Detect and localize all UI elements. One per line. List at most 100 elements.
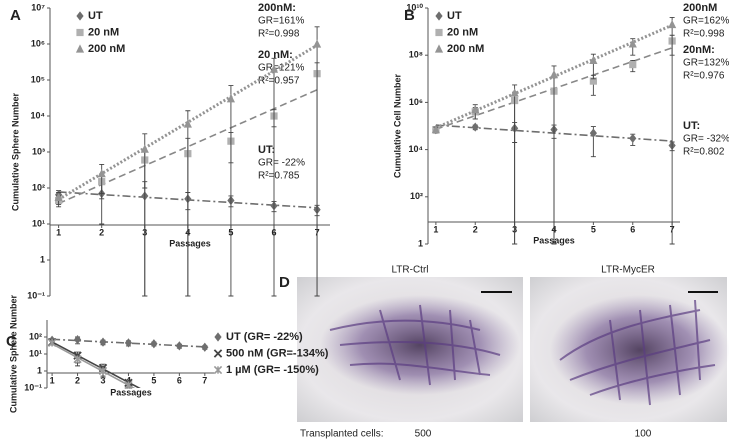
annotation: 200nM [683,2,717,14]
y-tick-label: 10² [410,191,423,201]
panel-d: D LTR-Ctrl LTR-MycER Transplanted cells:… [279,265,729,440]
legend-marker [214,332,222,342]
x-tick-label: 1 [50,375,55,385]
y-tick-label: 10² [29,331,42,341]
x-axis-title: Passages [169,238,211,248]
x-tick-label: 3 [100,375,105,385]
marker [269,64,279,73]
annotation: R²=0.998 [258,29,300,40]
x-tick-label: 2 [473,224,478,234]
x-axis-title: Passages [110,387,152,397]
annotation: GR= -22% [258,158,305,169]
legend-label: UT [88,10,103,22]
y-tick-label: 10⁻¹ [27,290,45,300]
marker [589,77,597,85]
legend-label: 500 nM (GR=-134%) [226,347,329,359]
x-tick-label: 5 [591,224,596,234]
marker [175,341,183,351]
error-bar [512,84,518,245]
cell-count: 100 [635,429,652,440]
panel-letter: B [404,7,415,24]
error-bar [228,85,234,297]
marker [124,338,133,348]
marker [471,122,479,132]
y-axis-title: Cumulative Cell Number [392,73,402,178]
marker [124,380,133,390]
caption: Transplanted cells: [300,429,384,440]
legend-label: UT [447,10,462,22]
x-tick-label: 6 [177,375,182,385]
y-tick-label: 10⁴ [31,110,45,120]
y-tick-label: 10⁻¹ [24,382,42,392]
annotation: 20nM: [683,44,715,56]
x-tick-label: 1 [433,224,438,234]
legend-label: 20 nM [447,26,478,38]
y-tick-label: 10⁶ [409,97,423,107]
annotation: GR= -32% [683,134,729,145]
error-bar [185,110,191,297]
marker [73,335,82,345]
annotation: R²=0.802 [683,147,725,158]
legend-marker [76,11,84,21]
legend-label: 20 nM [88,26,119,38]
marker [150,339,158,349]
y-tick-label: 10¹ [32,218,45,228]
marker [54,192,63,201]
annotation: UT: [258,144,275,156]
marker [99,337,107,347]
marker [549,70,559,79]
x-tick-label: 2 [75,375,80,385]
error-bar [142,133,148,297]
annotation: R²=0.976 [683,71,725,82]
y-tick-label: 10⁸ [409,50,423,60]
legend-marker [76,28,84,37]
ducts [559,299,716,406]
legend-label: UT (GR= -22%) [226,331,303,343]
y-tick-label: 10¹ [29,348,42,358]
marker [97,169,106,178]
legend-marker [213,349,223,358]
y-tick-label: 1 [37,365,42,375]
marker [140,144,149,153]
annotation: UT: [683,120,700,132]
y-tick-label: 10⁷ [31,2,45,12]
marker [589,55,598,65]
y-tick-label: 10⁵ [31,74,45,84]
image-title: LTR-Ctrl [391,265,428,276]
y-tick-label: 10⁴ [409,144,423,154]
y-tick-label: 10² [32,182,45,192]
annotation: R²=0.785 [258,171,300,182]
panel-letter: C [6,333,17,350]
error-bar [669,16,675,245]
marker [629,133,637,143]
y-tick-label: 1 [40,254,45,264]
marker [226,94,236,103]
legend-marker [434,44,444,53]
marker [312,39,322,48]
x-tick-label: 7 [202,375,207,385]
legend-label: 1 µM (GR= -150%) [226,364,319,376]
legend-marker [75,44,85,53]
error-bar [314,26,320,297]
legend-marker [435,11,443,21]
panel-letter: D [279,274,290,291]
annotation: GR=121% [258,63,305,74]
panel-letter: A [10,7,21,24]
cell-count: 500 [415,429,432,440]
y-tick-label: 10⁶ [31,38,45,48]
marker [471,104,480,114]
legend-label: 200 nM [447,43,484,55]
marker [98,366,108,376]
x-tick-label: 5 [151,375,156,385]
marker [510,88,519,97]
x-tick-label: 1 [56,227,61,237]
legend-marker [435,28,443,37]
legend-label: 200 nM [88,43,125,55]
error-bar [271,57,277,297]
x-tick-label: 6 [630,224,635,234]
marker [629,60,637,69]
y-tick-label: 1 [418,238,423,248]
y-axis-title: Cumulative Sphere Number [8,294,18,413]
